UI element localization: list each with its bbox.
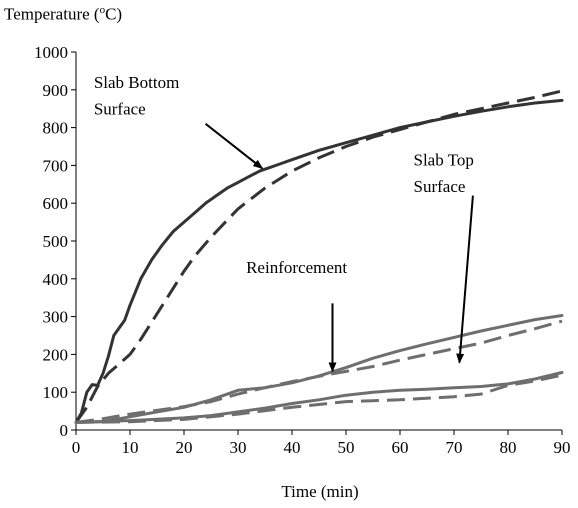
annotation-label: Reinforcement xyxy=(246,258,347,277)
series-line-slab-top-dashed xyxy=(75,373,563,424)
y-tick-label: 0 xyxy=(60,421,69,440)
y-axis-title-suffix: C) xyxy=(105,4,123,24)
y-axis-title-prefix: Temperature ( xyxy=(4,4,100,24)
annotation-arrow xyxy=(456,195,474,364)
y-axis-title: Temperature (oC) xyxy=(4,4,122,25)
x-tick-label: 20 xyxy=(176,438,193,457)
y-tick-label: 600 xyxy=(43,194,69,213)
y-tick-label: 100 xyxy=(43,383,69,402)
y-axis-title-degree: o xyxy=(99,4,106,16)
x-tick-label: 40 xyxy=(284,438,301,457)
y-tick-label: 1000 xyxy=(34,43,68,62)
x-tick-label: 0 xyxy=(72,438,81,457)
annotation-label: Surface xyxy=(414,177,466,196)
x-axis-title: Time (min) xyxy=(281,482,359,501)
y-tick-label: 900 xyxy=(43,81,69,100)
annotation-label: Surface xyxy=(94,99,146,118)
x-tick-label: 10 xyxy=(122,438,139,457)
annotation-arrow xyxy=(204,123,264,170)
series-line-reinforcement-solid xyxy=(74,314,564,424)
x-tick-label: 50 xyxy=(338,438,355,457)
x-tick-label: 60 xyxy=(392,438,409,457)
x-tick-label: 90 xyxy=(554,438,571,457)
series-line-slab-bottom-solid xyxy=(74,98,564,424)
series-line-slab-bottom-dashed xyxy=(74,89,563,424)
y-tick-label: 300 xyxy=(43,308,69,327)
annotation-label: Slab Bottom xyxy=(94,73,179,92)
series-line-slab-top-solid xyxy=(74,371,564,424)
y-tick-label: 500 xyxy=(43,232,69,251)
x-tick-label: 30 xyxy=(230,438,247,457)
x-tick-label: 80 xyxy=(500,438,517,457)
x-tick-label: 70 xyxy=(446,438,463,457)
series-line-reinforcement-dashed xyxy=(75,319,563,424)
y-tick-label: 400 xyxy=(43,270,69,289)
y-tick-label: 800 xyxy=(43,119,69,138)
y-tick-label: 200 xyxy=(43,345,69,364)
y-tick-label: 700 xyxy=(43,156,69,175)
annotation-label: Slab Top xyxy=(414,150,474,169)
